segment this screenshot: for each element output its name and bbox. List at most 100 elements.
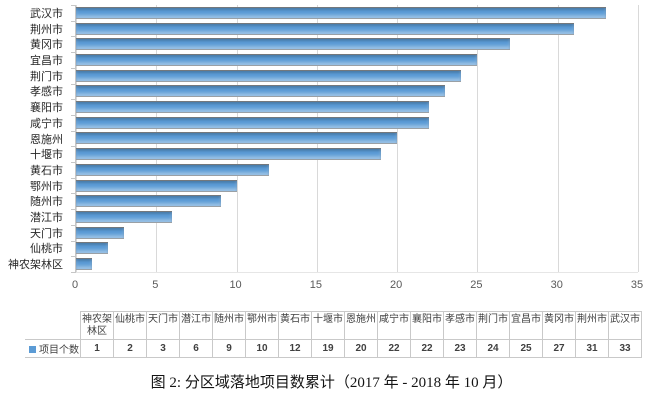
table-value-cell: 33 <box>608 339 642 358</box>
y-axis-label: 武汉市 <box>30 7 63 20</box>
y-axis-label: 宜昌市 <box>30 54 63 67</box>
table-value-cell: 6 <box>179 339 213 358</box>
y-axis-tickmark <box>71 130 76 132</box>
bar <box>76 69 462 82</box>
y-axis-label: 咸宁市 <box>30 117 63 130</box>
bar-row <box>76 84 638 100</box>
gridline-30 <box>557 5 559 272</box>
y-axis-tickmark <box>71 193 76 195</box>
gridline-25 <box>477 5 479 272</box>
bar-row <box>76 99 638 115</box>
gridline-20 <box>397 5 399 272</box>
y-axis-label: 黄冈市 <box>30 39 63 52</box>
y-axis-label: 恩施州 <box>30 133 63 146</box>
bar-row <box>76 131 638 147</box>
y-axis-tickmark <box>71 20 76 22</box>
table-header-cell: 襄阳市 <box>410 311 444 340</box>
bar <box>76 179 237 192</box>
bar-row <box>76 256 638 272</box>
table-value-cell: 31 <box>575 339 609 358</box>
legend-label: 项目个数 <box>39 345 79 356</box>
table-header-cell: 恩施州 <box>344 311 378 340</box>
bar <box>76 163 269 176</box>
bar <box>76 116 430 129</box>
table-header-cell: 黄冈市 <box>542 311 576 340</box>
y-axis-tickmark <box>71 83 76 85</box>
x-axis-tick-label: 10 <box>229 279 242 291</box>
table-value-row: 项目个数 1 2 3 6 9 10 12 19 20 22 22 23 24 25 27 31 33 <box>25 339 642 358</box>
bar-row <box>76 178 638 194</box>
bar-row <box>76 52 638 68</box>
y-axis-tickmark <box>71 209 76 211</box>
table-value-cell: 20 <box>344 339 378 358</box>
bar <box>76 101 430 114</box>
bar-row <box>76 36 638 52</box>
y-axis-tickmark <box>71 272 76 273</box>
x-axis-tick-label: 25 <box>470 279 483 291</box>
bar-row <box>76 21 638 37</box>
y-axis-tickmark <box>71 224 76 226</box>
table-value-cell: 9 <box>212 339 246 358</box>
table-value-cell: 22 <box>410 339 444 358</box>
bar-row <box>76 68 638 84</box>
bar-row <box>76 5 638 21</box>
y-axis-label: 黄石市 <box>30 164 63 177</box>
x-axis-ticks: 0 5 10 15 20 25 30 35 <box>71 279 643 293</box>
y-axis-tickmark <box>71 256 76 258</box>
y-axis-label: 仙桃市 <box>30 243 63 256</box>
table-value-cell: 12 <box>278 339 312 358</box>
bar-row <box>76 162 638 178</box>
bar <box>76 22 574 35</box>
table-value-cell: 22 <box>377 339 411 358</box>
y-axis-tickmark <box>71 162 76 164</box>
table-value-cell: 23 <box>443 339 477 358</box>
y-axis-label: 神农架林区 <box>8 259 63 272</box>
y-axis-label: 荆门市 <box>30 70 63 83</box>
figure-caption: 图 2: 分区域落地项目数累计（2017 年 - 2018 年 10 月） <box>150 375 513 391</box>
bar-row <box>76 225 638 241</box>
y-axis-label: 天门市 <box>30 227 63 240</box>
bar-row <box>76 115 638 131</box>
bar <box>76 195 221 208</box>
table-value-cell: 27 <box>542 339 576 358</box>
table-value-cell: 3 <box>146 339 180 358</box>
plot-area <box>71 5 639 273</box>
bar <box>76 38 510 51</box>
y-axis-tickmark <box>71 99 76 101</box>
table-header-cell: 荆州市 <box>575 311 609 340</box>
x-axis-tick-label: 0 <box>71 279 79 291</box>
bar-row <box>76 241 638 257</box>
table-header-cell: 黄石市 <box>278 311 312 340</box>
table-header-cell: 荆门市 <box>476 311 510 340</box>
y-axis-tickmark <box>71 146 76 148</box>
y-axis-label: 随州市 <box>30 196 63 209</box>
bar-row <box>76 146 638 162</box>
bar <box>76 226 125 239</box>
table-header-row: 神农架林区 仙桃市 天门市 潜江市 随州市 鄂州市 黄石市 十堰市 恩施州 咸宁市 襄阳市 孝感市 荆门… <box>25 311 642 340</box>
y-axis-label: 荆州市 <box>30 23 63 36</box>
x-axis-tick-label: 20 <box>390 279 403 291</box>
y-axis-tickmark <box>71 36 76 38</box>
table-header-cell: 十堰市 <box>311 311 345 340</box>
bar-row <box>76 209 638 225</box>
bar <box>76 85 446 98</box>
table-header-cell: 潜江市 <box>179 311 213 340</box>
y-axis-label: 襄阳市 <box>30 102 63 115</box>
bar <box>76 6 606 19</box>
table-header-cell: 神农架林区 <box>80 311 114 340</box>
table-header-cell: 仙桃市 <box>113 311 147 340</box>
table-value-cell: 10 <box>245 339 279 358</box>
table-value-cell: 19 <box>311 339 345 358</box>
y-axis-tickmark <box>71 5 76 6</box>
y-axis-tickmark <box>71 177 76 179</box>
data-table: 神农架林区 仙桃市 天门市 潜江市 随州市 鄂州市 黄石市 十堰市 恩施州 咸宁市 襄阳市 孝感市 荆门… <box>25 311 642 358</box>
y-axis-tickmark <box>71 240 76 242</box>
table-header-cell: 鄂州市 <box>245 311 279 340</box>
y-axis-tickmark <box>71 114 76 116</box>
legend-cell: 项目个数 <box>25 339 81 358</box>
y-axis-tickmark <box>71 52 76 54</box>
table-header-cell: 咸宁市 <box>377 311 411 340</box>
bar <box>76 211 173 224</box>
bar-row <box>76 193 638 209</box>
